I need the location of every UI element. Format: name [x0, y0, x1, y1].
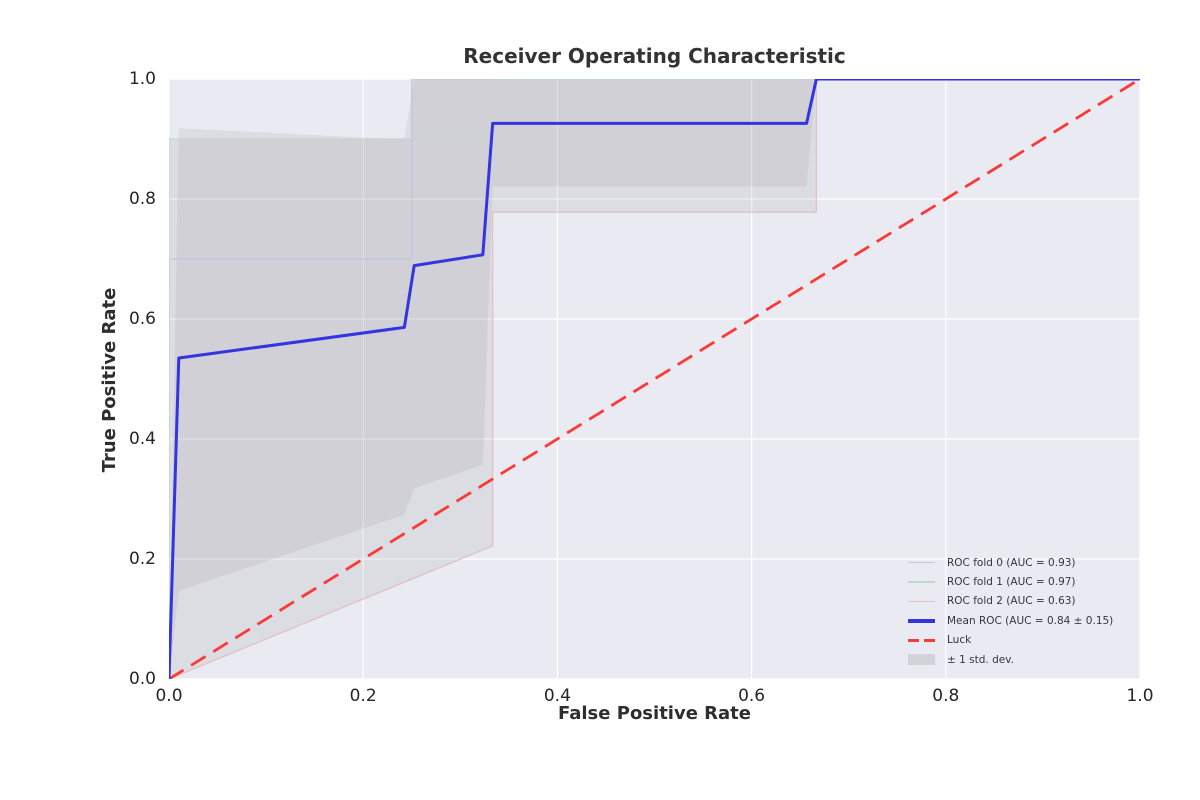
legend-label: ROC fold 0 (AUC = 0.93) [947, 556, 1076, 569]
x-tick-label: 0.2 [349, 686, 377, 706]
y-tick-label: 0.2 [128, 549, 156, 569]
x-tick-label: 0.0 [155, 686, 183, 706]
legend-swatch-line [908, 581, 935, 583]
y-axis-label: True Positive Rate [99, 287, 120, 473]
chart-title: Receiver Operating Characteristic [463, 44, 846, 68]
legend-swatch-line-thick [908, 619, 935, 623]
x-tick-label: 0.8 [932, 686, 960, 706]
gridlines [168, 78, 1141, 680]
mean-roc-line [169, 79, 1140, 679]
std-dev-band [169, 79, 817, 679]
legend-label: ROC fold 2 (AUC = 0.63) [947, 595, 1076, 608]
legend-item: ROC fold 2 (AUC = 0.63) [908, 592, 1113, 611]
legend-swatch-line [908, 561, 935, 564]
legend-swatch-line [908, 600, 935, 603]
y-tick-label: 0.4 [128, 429, 156, 449]
roc-fold-2-line [169, 79, 1140, 679]
x-tick-label: 0.6 [738, 686, 766, 706]
legend-label: ± 1 std. dev. [947, 653, 1014, 666]
y-tick-label: 0.0 [128, 669, 156, 689]
legend-item: Mean ROC (AUC = 0.84 ± 0.15) [908, 611, 1113, 630]
x-tick-label: 1.0 [1126, 686, 1154, 706]
legend-label: Luck [947, 634, 972, 647]
legend-item: ROC fold 0 (AUC = 0.93) [908, 553, 1113, 572]
legend-label: Mean ROC (AUC = 0.84 ± 0.15) [947, 614, 1114, 627]
legend: ROC fold 0 (AUC = 0.93) ROC fold 1 (AUC =… [908, 553, 1113, 669]
fold-envelope-band [169, 79, 817, 679]
y-tick-label: 0.6 [128, 309, 156, 329]
legend-label: ROC fold 1 (AUC = 0.97) [947, 576, 1076, 589]
legend-swatch-patch [908, 654, 935, 666]
legend-item: ± 1 std. dev. [908, 650, 1113, 669]
x-axis-label: False Positive Rate [558, 703, 751, 724]
x-tick-label: 0.4 [543, 686, 571, 706]
y-tick-label: 0.8 [128, 189, 156, 209]
roc-fold-0-line [169, 79, 1140, 679]
legend-item: ROC fold 1 (AUC = 0.97) [908, 572, 1113, 591]
luck-line [169, 79, 1140, 679]
legend-swatch-dashed [908, 638, 935, 642]
legend-item: Luck [908, 631, 1113, 650]
y-tick-label: 1.0 [128, 69, 156, 89]
